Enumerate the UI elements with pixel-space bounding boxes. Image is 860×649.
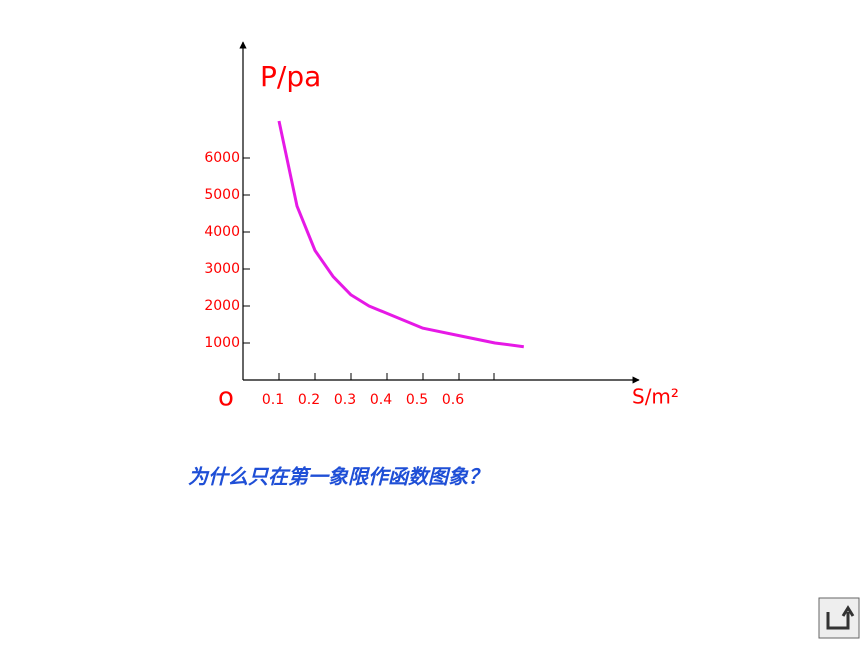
- x-tick-label: 0.2: [298, 392, 320, 408]
- y-tick-label: 6000: [204, 150, 240, 166]
- x-tick-label: 0.1: [262, 392, 284, 408]
- y-tick-label: 1000: [204, 335, 240, 351]
- y-tick-label: 3000: [204, 261, 240, 277]
- button-frame[interactable]: [818, 597, 860, 639]
- y-tick-label: 2000: [204, 298, 240, 314]
- x-tick-label: 0.3: [334, 392, 356, 408]
- curve: [277, 120, 524, 349]
- question: 为什么只在第一象限作函数图象？: [188, 465, 488, 489]
- x-tick-label: 0.6: [442, 392, 464, 408]
- y-tick-label: 5000: [204, 187, 240, 203]
- x-axis-label: S/m²: [632, 385, 679, 409]
- y-tick-label: 4000: [204, 224, 240, 240]
- x-tick-label: 0.4: [370, 392, 392, 408]
- y-axis-label: P/pa: [260, 60, 321, 93]
- back-button[interactable]: [818, 597, 860, 639]
- origin-label: o: [218, 383, 234, 413]
- button-icon[interactable]: [826, 605, 855, 630]
- x-tick-label: 0.5: [406, 392, 428, 408]
